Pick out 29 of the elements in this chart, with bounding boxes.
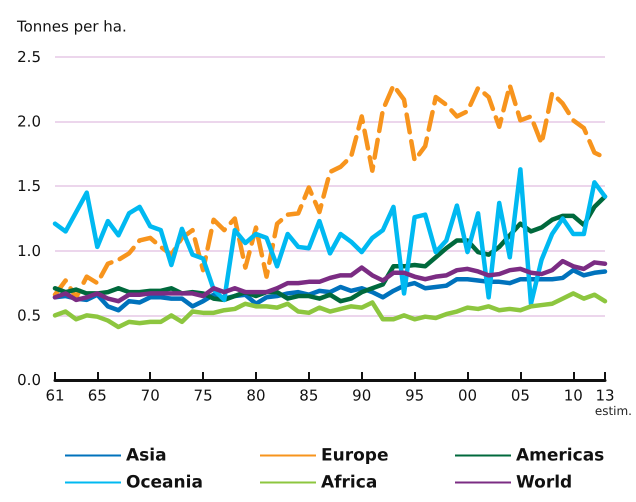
legend-label: Americas — [516, 446, 604, 466]
legend-label: World — [516, 472, 572, 492]
y-tick-label: 2.0 — [17, 112, 41, 131]
x-tick-label: 90 — [352, 386, 372, 404]
x-tick-label: 13 — [595, 386, 615, 404]
legend-label: Europe — [321, 446, 388, 466]
x-tick-label: 70 — [140, 386, 160, 404]
y-tick-label: 1.0 — [17, 242, 41, 260]
line-series — [52, 258, 608, 304]
x-tick-label: 10 — [564, 386, 583, 404]
x-tick-label: 65 — [88, 386, 107, 404]
x-tick-label: 75 — [194, 386, 213, 404]
y-tick-label: 0.0 — [17, 371, 41, 389]
x-tick-label: 61 — [45, 386, 65, 404]
line-series — [52, 167, 608, 306]
x-tick-label: 05 — [510, 386, 530, 404]
x-tick-label: 85 — [299, 386, 318, 404]
x-tick-label: 80 — [246, 386, 266, 404]
x-tick-label: 95 — [405, 386, 424, 404]
y-axis-title: Tonnes per ha. — [16, 18, 127, 36]
text: estim. — [594, 404, 632, 418]
x-tick-label: 00 — [458, 386, 478, 404]
y-tick-label: 0.5 — [17, 306, 41, 324]
y-tick-label: 2.5 — [17, 48, 41, 66]
legend-label: Asia — [126, 446, 167, 466]
line-series — [52, 291, 608, 330]
legend-label: Africa — [321, 472, 378, 492]
y-tick-label: 1.5 — [17, 177, 41, 196]
legend-label: Oceania — [126, 472, 203, 492]
